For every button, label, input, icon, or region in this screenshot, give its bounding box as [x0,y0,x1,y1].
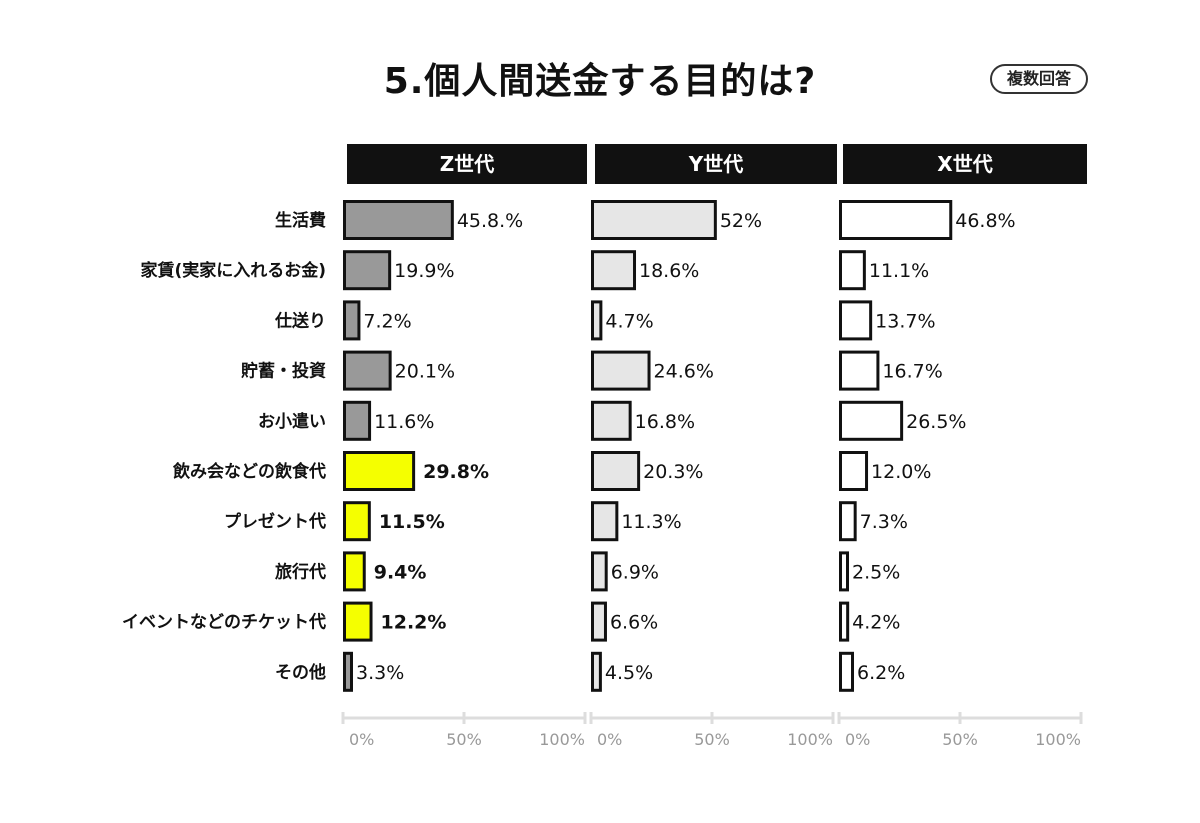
data-label: 11.5% [379,511,445,533]
bar [343,601,373,642]
data-label: 3.3% [356,662,404,684]
tick-label: 50% [446,730,482,749]
bar [839,551,849,592]
category-label: 旅行代 [275,561,326,582]
data-label: 20.3% [643,461,703,483]
panel-header-label: Z世代 [440,152,495,176]
bar [591,250,637,291]
bar [343,350,392,391]
bar [343,651,353,692]
data-label: 4.7% [605,310,653,332]
category-label: 生活費 [275,210,326,231]
data-label: 6.9% [611,561,659,583]
data-label: 11.6% [374,411,434,433]
bar [343,551,366,592]
data-label: 45.8.% [457,210,523,232]
category-label: 飲み会などの飲食代 [172,461,326,482]
data-label: 20.1% [395,361,455,383]
bar [839,501,857,542]
bar [343,200,454,240]
category-label: プレゼント代 [224,511,326,532]
category-label: 家賃(実家に入れるお金) [140,260,326,281]
data-label: 16.8% [635,411,695,433]
tick-label: 100% [787,730,833,749]
bar [839,200,953,240]
bar [343,250,392,291]
bar [839,300,873,341]
panel-header [595,144,837,184]
bar [839,451,869,491]
data-label: 4.2% [852,612,900,634]
category-label: その他 [275,662,326,683]
panel-header-label: X世代 [937,152,992,176]
data-label: 11.3% [621,511,681,533]
tick-label: 0% [349,730,374,749]
panel-header [843,144,1087,184]
bar [591,300,603,341]
bar [591,501,619,542]
data-label: 19.9% [394,260,454,282]
category-label: お小遣い [258,411,326,432]
bar [591,601,607,642]
tick-label: 0% [845,730,870,749]
bar [839,651,855,692]
tick-label: 100% [539,730,585,749]
bar [591,651,602,692]
bar [343,451,416,491]
data-label: 46.8% [955,210,1015,232]
data-label: 16.7% [882,361,942,383]
data-label: 6.2% [857,662,905,684]
panel-header-label: Y世代 [688,152,743,176]
data-label: 24.6% [654,361,714,383]
data-label: 26.5% [906,411,966,433]
multiple-answer-badge: 複数回答 [990,64,1088,94]
data-label: 2.5% [852,561,900,583]
category-label: 貯蓄・投資 [241,361,326,382]
data-label: 12.2% [381,612,447,634]
chart-title: 5.個人間送金する目的は? [383,61,817,102]
data-label: 52% [720,210,762,232]
bar [591,350,651,391]
data-label: 11.1% [869,260,929,282]
bar [343,400,372,441]
data-label: 29.8% [423,461,489,483]
data-label: 7.2% [363,310,411,332]
category-label: 仕送り [274,310,326,331]
bar [343,300,361,341]
bar [591,400,632,441]
bar [591,451,641,491]
data-label: 7.3% [860,511,908,533]
bar [591,551,608,592]
bar [591,200,717,240]
bar [839,400,904,441]
tick-label: 50% [694,730,730,749]
category-label: イベントなどのチケット代 [122,612,326,633]
panel-header [347,144,587,184]
data-label: 18.6% [639,260,699,282]
data-label: 13.7% [875,310,935,332]
tick-label: 50% [942,730,978,749]
data-label: 12.0% [871,461,931,483]
data-label: 4.5% [605,662,653,684]
bar [343,501,371,542]
data-label: 6.6% [610,612,658,634]
bar [839,601,850,642]
bar [839,350,880,391]
tick-label: 100% [1035,730,1081,749]
data-label: 9.4% [374,561,427,583]
bar [839,250,866,291]
tick-label: 0% [597,730,622,749]
